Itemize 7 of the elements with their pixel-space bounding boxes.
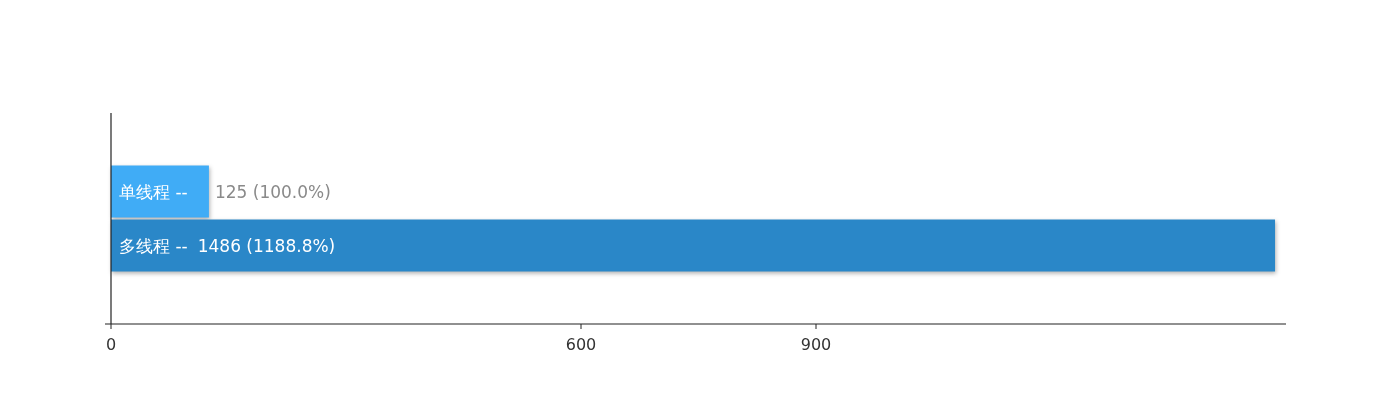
x-tick-label: 900 [800, 335, 832, 354]
y-tick-label: 单线程 -- [119, 181, 188, 202]
x-tick-label: 600 [565, 335, 597, 354]
x-tick-label: 0 [105, 335, 117, 354]
data-label: 125 (100.0%) [214, 181, 331, 202]
data-label: 1486 (1188.8%) [197, 235, 336, 256]
y-tick-label: 多线程 -- [119, 235, 188, 256]
